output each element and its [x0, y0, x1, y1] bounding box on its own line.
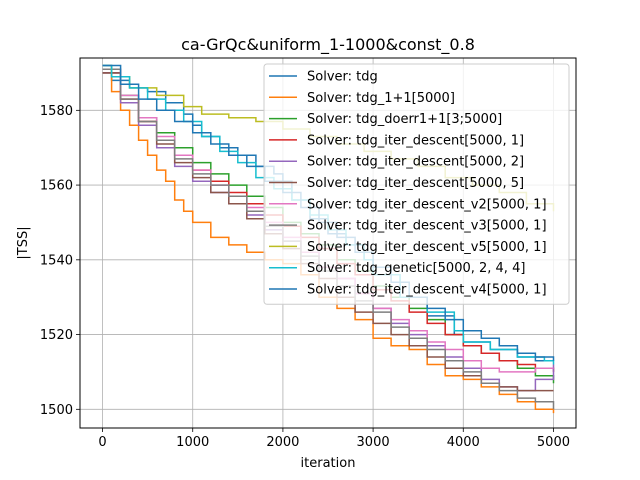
x-tick-label: 1000: [176, 435, 209, 450]
legend-entry: Solver: tdg_iter_descent_v5[5000, 1]: [307, 240, 547, 255]
y-axis: 1500 1520 1540 1560 1580: [40, 104, 80, 418]
legend-entry: Solver: tdg_iter_descent[5000, 2]: [307, 155, 524, 170]
x-tick-label: 0: [98, 435, 106, 450]
y-tick-label: 1580: [40, 104, 73, 119]
y-tick-label: 1500: [40, 403, 73, 418]
x-tick-label: 3000: [357, 435, 390, 450]
legend-entry: Solver: tdg_iter_descent_v3[5000, 1]: [307, 219, 547, 234]
y-tick-label: 1540: [40, 253, 73, 268]
legend-entry: Solver: tdg_iter_descent[5000, 5]: [307, 176, 524, 191]
x-axis: 0 1000 2000 3000 4000 5000: [98, 428, 570, 450]
x-tick-label: 5000: [537, 435, 570, 450]
legend-box: [263, 63, 570, 305]
legend-entry: Solver: tdg_iter_descent_v4[5000, 1]: [307, 283, 547, 298]
y-tick-label: 1520: [40, 328, 73, 343]
x-axis-label: iteration: [301, 456, 356, 471]
y-axis-label: |TSS|: [16, 226, 31, 259]
x-tick-label: 2000: [266, 435, 299, 450]
legend-entry: Solver: tdg_iter_descent[5000, 1]: [307, 133, 524, 148]
chart-title: ca-GrQc&uniform_1-1000&const_0.8: [181, 35, 475, 55]
legend-entry: Solver: tdg_doerr1+1[3;5000]: [307, 112, 502, 127]
legend-entry: Solver: tdg_genetic[5000, 2, 4, 4]: [307, 261, 525, 276]
legend: Solver: tdg Solver: tdg_1+1[5000] Solver: …: [263, 63, 570, 305]
x-tick-label: 4000: [447, 435, 480, 450]
legend-entry: Solver: tdg_iter_descent_v2[5000, 1]: [307, 197, 547, 212]
legend-entry: Solver: tdg_1+1[5000]: [307, 91, 455, 106]
legend-entry: Solver: tdg: [307, 70, 378, 85]
axes-frame: [79, 57, 577, 429]
y-tick-label: 1560: [40, 179, 73, 194]
